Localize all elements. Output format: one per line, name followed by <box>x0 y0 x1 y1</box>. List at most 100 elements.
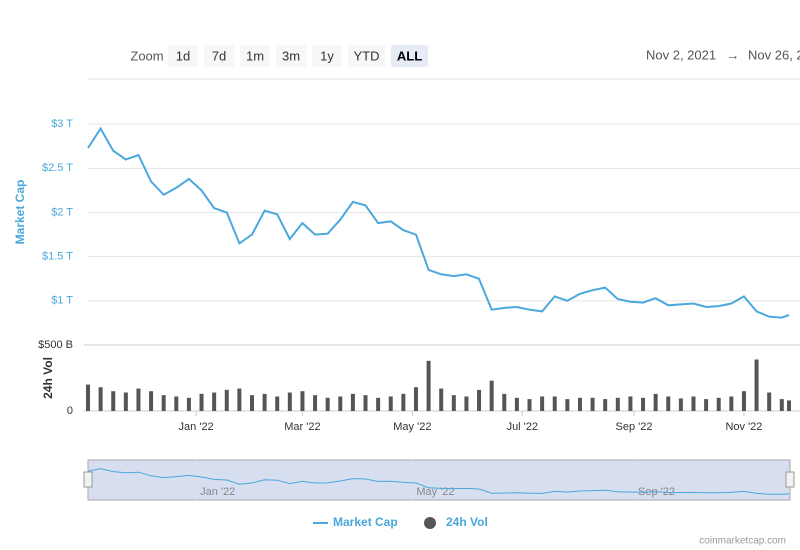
volume-bar <box>439 388 444 411</box>
legend-symbol[interactable] <box>424 517 436 529</box>
volume-bar <box>666 396 671 411</box>
credit: coinmarketcap.com <box>699 536 786 547</box>
y-tick-label: $2.5 T <box>42 162 73 174</box>
volume-bar <box>426 360 431 411</box>
zoom-button-label[interactable]: 1m <box>246 48 264 63</box>
zoom-button-label[interactable]: 3m <box>282 48 300 63</box>
volume-bar <box>729 396 734 411</box>
navigator-tick-label: Jan '22 <box>200 486 235 498</box>
zoom-button[interactable] <box>348 45 385 67</box>
volume-bar <box>464 396 469 411</box>
volume-bar <box>161 395 166 411</box>
zoom-button[interactable] <box>168 45 198 67</box>
volume-bar <box>363 395 368 411</box>
volume-bar <box>388 396 393 411</box>
volume-bar <box>779 399 784 411</box>
volume-bar <box>451 395 456 411</box>
zoom-button[interactable] <box>312 45 342 67</box>
volume-bar <box>502 393 507 411</box>
volume-bar <box>615 397 620 411</box>
volume-bar <box>489 380 494 411</box>
navigator[interactable] <box>87 459 791 501</box>
volume-bar <box>186 397 191 411</box>
volume-bar <box>716 397 721 411</box>
volume-bar <box>704 399 709 411</box>
volume-bar <box>136 388 141 411</box>
zoom-button-label[interactable]: 7d <box>212 48 226 63</box>
volume-bar <box>199 393 204 411</box>
x-tick-label: Nov '22 <box>725 421 762 433</box>
volume-bar <box>275 396 280 411</box>
navigator-handle[interactable] <box>83 471 93 488</box>
y-tick-label: $2 T <box>51 206 73 218</box>
y-tick-label: $3 T <box>51 118 73 130</box>
volume-bar <box>174 396 179 411</box>
volume-bar <box>401 393 406 411</box>
volume-bar <box>376 397 381 411</box>
volume-bar <box>565 399 570 411</box>
volume-bar <box>603 399 608 411</box>
navigator-line <box>87 468 790 495</box>
volume-bar <box>540 396 545 411</box>
volume-bar <box>98 387 103 411</box>
volume-bar <box>787 400 791 411</box>
volume-bar <box>224 389 229 411</box>
volume-bar <box>477 389 482 411</box>
volume-bar <box>552 396 557 411</box>
y-tick-label: $1 T <box>51 295 73 307</box>
volume-bar <box>325 397 330 411</box>
volume-bar <box>313 395 318 411</box>
range-from[interactable]: Nov 2, 2021 <box>646 47 716 62</box>
volume-bar <box>653 393 658 411</box>
range-to[interactable]: Nov 26, 2022 <box>748 47 800 62</box>
volume-bar <box>237 388 242 411</box>
volume-bar <box>577 397 582 411</box>
zoom-button[interactable] <box>276 45 306 67</box>
y2-axis-title: 24h Vol <box>41 357 55 399</box>
y-axis-title: Market Cap <box>13 180 27 245</box>
zoom-button[interactable] <box>204 45 234 67</box>
volume-bar <box>754 359 759 411</box>
volume-bar <box>149 391 154 411</box>
volume-bar <box>111 391 116 411</box>
x-tick-label: Mar '22 <box>284 421 320 433</box>
volume-bar <box>678 398 683 411</box>
volume-bar <box>641 397 646 411</box>
volume-bar <box>527 399 532 411</box>
volume-bar <box>741 391 746 411</box>
volume-bar <box>123 392 128 411</box>
volume-bar <box>413 387 418 411</box>
navigator-handle[interactable] <box>785 471 795 488</box>
volume-bar <box>300 391 305 411</box>
x-tick-label: Jul '22 <box>507 421 538 433</box>
zoom-button[interactable] <box>391 45 428 67</box>
y2-tick-label: 0 <box>67 405 73 417</box>
volume-bar <box>338 396 343 411</box>
zoom-button-label[interactable]: 1y <box>320 48 334 63</box>
volume-bar <box>287 392 292 411</box>
volume-bar <box>350 393 355 411</box>
volume-bar <box>514 397 519 411</box>
volume-bar <box>262 393 267 411</box>
zoom-button[interactable] <box>240 45 270 67</box>
zoom-label: Zoom <box>130 48 163 63</box>
legend-label[interactable]: Market Cap <box>333 515 398 529</box>
zoom-button-label[interactable]: 1d <box>176 48 190 63</box>
market-cap-line <box>87 126 790 319</box>
legend-label[interactable]: 24h Vol <box>446 515 488 529</box>
x-tick-label: Sep '22 <box>616 421 653 433</box>
volume-bar <box>212 392 217 411</box>
volume-bar <box>767 392 772 411</box>
volume-bar <box>86 384 90 411</box>
zoom-button-label[interactable]: ALL <box>397 48 422 63</box>
volume-bar <box>249 395 254 411</box>
y2-tick-label: $500 B <box>38 339 73 351</box>
x-tick-label: Jan '22 <box>179 421 214 433</box>
zoom-button-label[interactable]: YTD <box>354 48 380 63</box>
volume-bar <box>628 396 633 411</box>
x-tick-label: May '22 <box>393 421 431 433</box>
y-tick-label: $1.5 T <box>42 251 73 263</box>
volume-bar <box>590 397 595 411</box>
volume-bar <box>691 396 696 411</box>
